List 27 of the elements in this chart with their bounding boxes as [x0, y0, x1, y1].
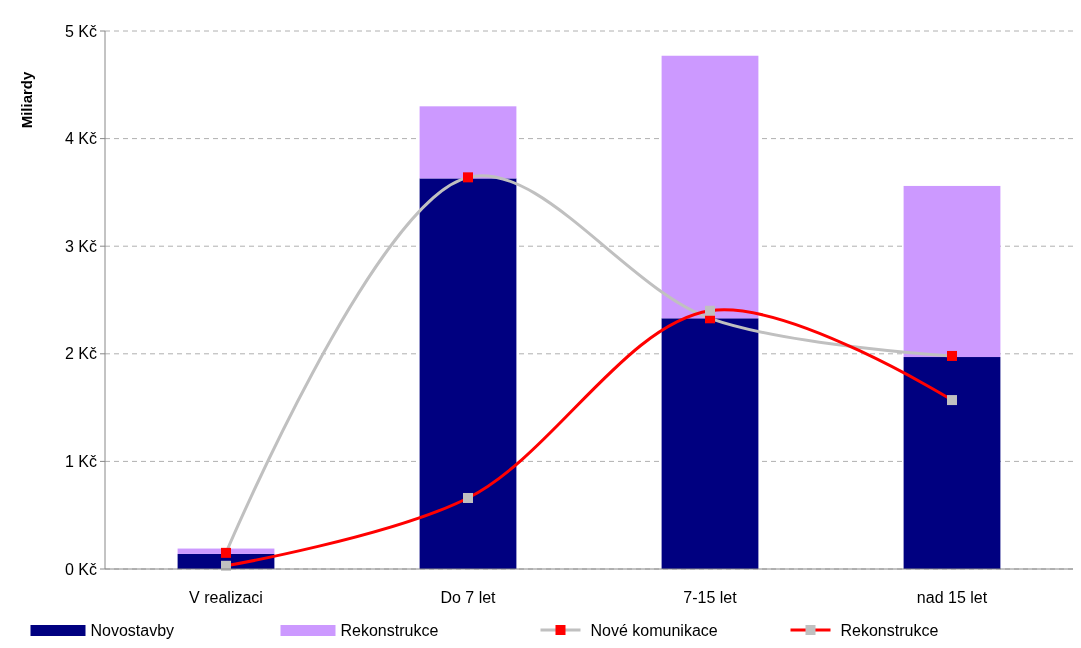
bar — [661, 318, 759, 569]
x-tick-label: 7-15 let — [683, 589, 738, 606]
x-tick-label: V realizaci — [189, 589, 263, 606]
legend-label: Rekonstrukce — [340, 622, 439, 639]
point — [463, 172, 473, 183]
legend-label: Nové komunikace — [590, 622, 718, 639]
x-tick-label: nad 15 let — [916, 589, 988, 606]
bar — [419, 106, 517, 179]
bar — [661, 55, 759, 319]
y-tick-label: 2 Kč — [64, 345, 97, 363]
bar — [903, 185, 1001, 358]
y-tick-label: 1 Kč — [64, 453, 97, 470]
bar — [903, 357, 1001, 569]
legend-label: Rekonstrukce — [840, 622, 939, 639]
y-tick-label: 5 Kč — [64, 22, 97, 40]
x-tick-label: Do 7 let — [440, 589, 497, 606]
legend-label: Novostavby — [90, 622, 175, 639]
point — [947, 350, 957, 361]
point — [947, 395, 957, 406]
point — [221, 547, 231, 558]
y-tick-label: 3 Kč — [64, 237, 97, 255]
bar — [419, 178, 517, 569]
y-tick-label: 0 Kč — [64, 560, 97, 578]
point — [463, 492, 473, 503]
point — [705, 305, 715, 316]
y-axis-title: Miliardy — [18, 71, 35, 129]
y-tick-label: 4 Kč — [64, 130, 97, 148]
